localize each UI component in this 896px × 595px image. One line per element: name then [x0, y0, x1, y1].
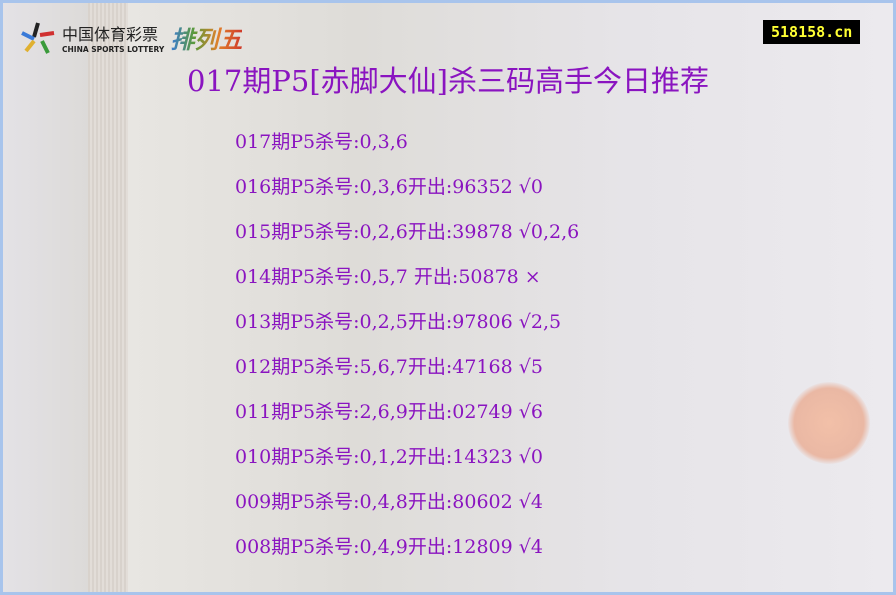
- list-item: 011期P5杀号:2,6,9开出:02749 √6: [235, 401, 543, 423]
- background-decoration: [88, 0, 128, 595]
- background-moon: [788, 382, 870, 464]
- logo-game: 排列五: [170, 20, 242, 55]
- list-item: 008期P5杀号:0,4,9开出:12809 √4: [235, 536, 543, 558]
- site-badge: 518158.cn: [763, 20, 861, 44]
- list-item: 013期P5杀号:0,2,5开出:97806 √2,5: [235, 311, 562, 333]
- list-item: 017期P5杀号:0,3,6: [235, 131, 408, 153]
- list-item: 012期P5杀号:5,6,7开出:47168 √5: [235, 356, 543, 378]
- prediction-list: 017期P5杀号:0,3,6 016期P5杀号:0,3,6开出:96352 √0…: [235, 128, 579, 578]
- page-title: 017期P5[赤脚大仙]杀三码高手今日推荐: [187, 64, 709, 98]
- list-item: 016期P5杀号:0,3,6开出:96352 √0: [235, 176, 543, 198]
- list-item: 010期P5杀号:0,1,2开出:14323 √0: [235, 446, 543, 468]
- star-logo-icon: [21, 21, 55, 54]
- lottery-logo: 中国体育彩票 CHINA SPORTS LOTTERY 排列五: [20, 20, 242, 55]
- list-item: 015期P5杀号:0,2,6开出:39878 √0,2,6: [235, 221, 580, 243]
- logo-cn: 中国体育彩票: [62, 25, 159, 44]
- logo-en: CHINA SPORTS LOTTERY: [62, 45, 165, 54]
- list-item: 014期P5杀号:0,5,7 开出:50878 ×: [235, 266, 541, 288]
- list-item: 009期P5杀号:0,4,8开出:80602 √4: [235, 491, 543, 513]
